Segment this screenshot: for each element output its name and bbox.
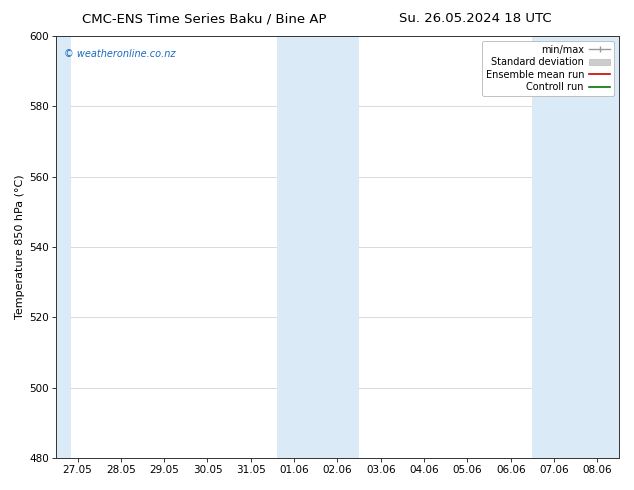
Y-axis label: Temperature 850 hPa (°C): Temperature 850 hPa (°C) (15, 175, 25, 319)
Text: © weatheronline.co.nz: © weatheronline.co.nz (64, 49, 176, 59)
Bar (533, 36, 619, 458)
Legend: min/max, Standard deviation, Ensemble mean run, Controll run: min/max, Standard deviation, Ensemble me… (482, 41, 614, 96)
Text: CMC-ENS Time Series Baku / Bine AP: CMC-ENS Time Series Baku / Bine AP (82, 12, 327, 25)
Bar (56, 36, 71, 458)
Text: Su. 26.05.2024 18 UTC: Su. 26.05.2024 18 UTC (399, 12, 552, 25)
Bar (277, 36, 359, 458)
